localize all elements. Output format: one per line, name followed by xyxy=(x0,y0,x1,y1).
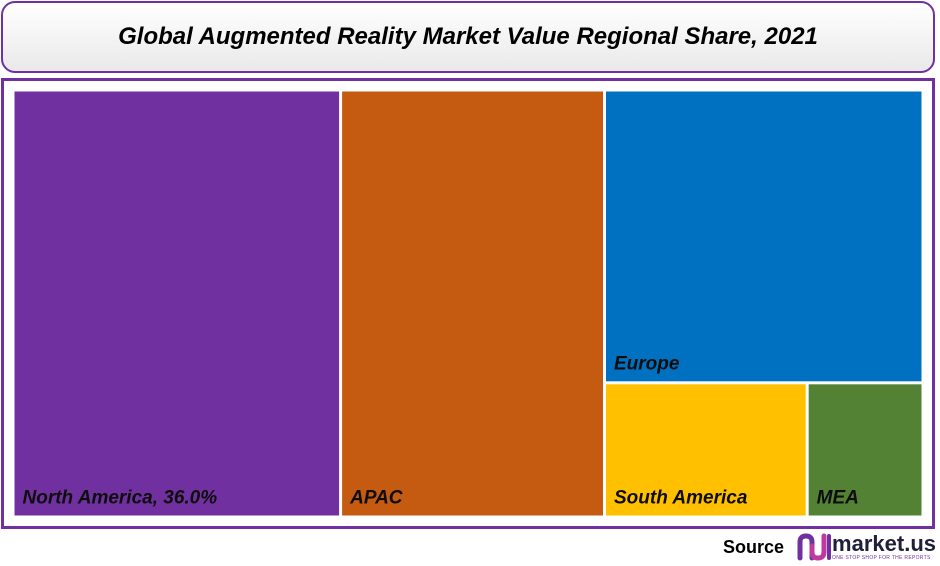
marketus-logo-icon xyxy=(797,533,832,561)
brand-name: market.us xyxy=(832,531,936,556)
treemap-frame: North America, 36.0% APAC Europe South Amer… xyxy=(1,78,935,529)
tile-label-apac: APAC xyxy=(349,488,403,509)
tile-label-mea: MEA xyxy=(817,488,859,509)
tile-south-america xyxy=(606,384,806,516)
treemap-chart: North America, 36.0% APAC Europe South Amer… xyxy=(14,91,922,516)
source-label: Source xyxy=(723,536,785,557)
tile-label-europe: Europe xyxy=(614,353,680,374)
tile-label-north-america: North America, 36.0% xyxy=(23,488,218,509)
tile-north-america xyxy=(14,91,340,516)
tile-mea xyxy=(808,384,922,516)
brand-tagline: ONE STOP SHOP FOR THE REPORTS xyxy=(832,555,931,561)
tile-europe xyxy=(606,91,922,382)
tile-apac xyxy=(342,91,603,516)
brand: market.us ONE STOP SHOP FOR THE REPORTS xyxy=(832,533,936,561)
chart-title-box: Global Augmented Reality Market Value Re… xyxy=(1,1,935,73)
source-footer: Source market.us ONE STOP SHOP FOR THE R… xyxy=(723,530,936,564)
tile-label-south-america: South America xyxy=(614,488,748,509)
chart-title: Global Augmented Reality Market Value Re… xyxy=(118,23,818,50)
